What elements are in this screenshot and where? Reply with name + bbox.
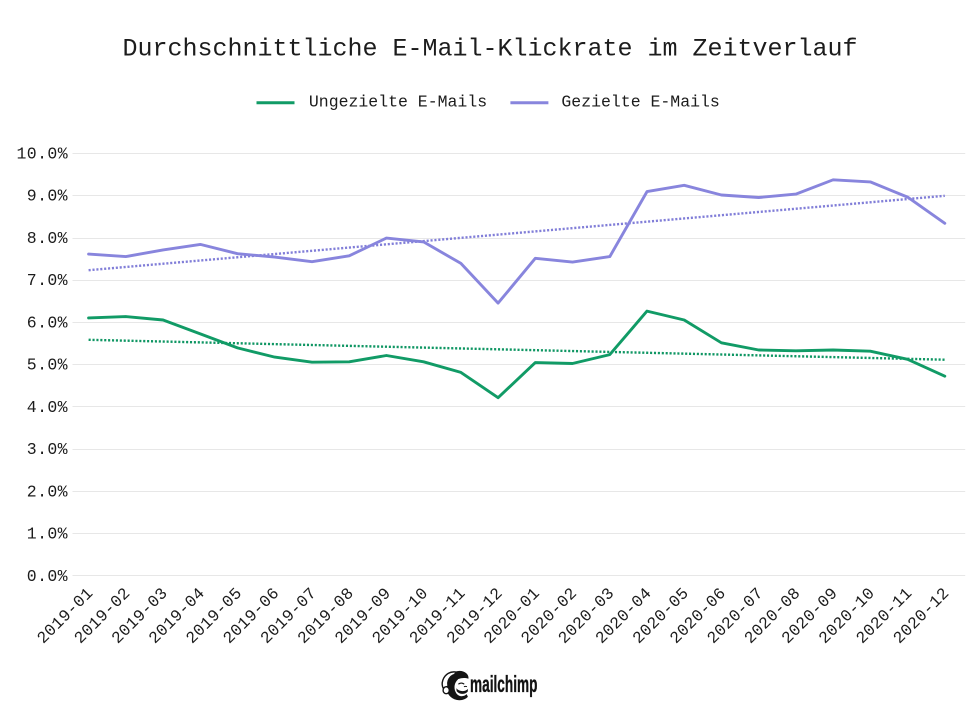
svg-text:10.0%: 10.0% <box>16 145 68 164</box>
svg-text:4.0%: 4.0% <box>27 398 68 417</box>
svg-text:Ungezielte E-Mails: Ungezielte E-Mails <box>309 93 487 112</box>
svg-text:8.0%: 8.0% <box>27 229 68 248</box>
svg-text:7.0%: 7.0% <box>27 271 68 290</box>
svg-text:mailchimp: mailchimp <box>470 671 538 697</box>
svg-text:0.0%: 0.0% <box>27 567 68 586</box>
svg-text:2.0%: 2.0% <box>27 482 68 501</box>
svg-text:Durchschnittliche E-Mail-Klick: Durchschnittliche E-Mail-Klickrate im Ze… <box>122 35 857 64</box>
svg-text:1.0%: 1.0% <box>27 525 68 544</box>
svg-text:9.0%: 9.0% <box>27 187 68 206</box>
svg-text:Gezielte E-Mails: Gezielte E-Mails <box>561 93 719 112</box>
svg-text:6.0%: 6.0% <box>27 313 68 332</box>
svg-text:3.0%: 3.0% <box>27 440 68 459</box>
svg-text:5.0%: 5.0% <box>27 356 68 375</box>
